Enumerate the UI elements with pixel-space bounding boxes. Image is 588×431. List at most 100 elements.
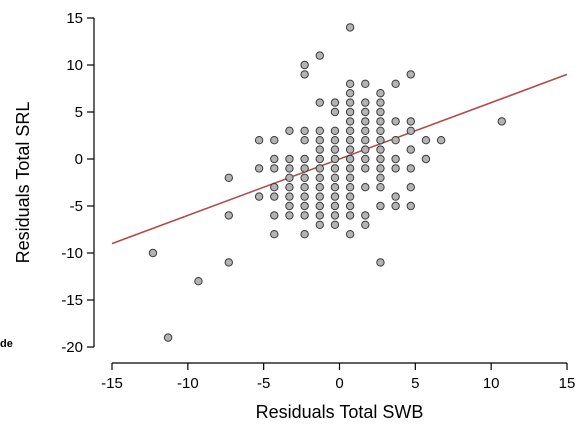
y-tick-label: 5 (75, 104, 83, 121)
data-point (270, 230, 279, 239)
data-point (497, 117, 506, 126)
data-point (361, 98, 370, 107)
data-point (376, 145, 385, 154)
data-point (345, 107, 355, 117)
axes-layer: -15 -10 -5 0 5 10 15 -20 -15 -10 -5 0 5 10 15 (61, 10, 575, 392)
data-point (330, 136, 340, 145)
data-point (345, 154, 355, 164)
data-point (315, 154, 324, 164)
data-point (391, 136, 400, 145)
y-tick-label: -20 (61, 339, 83, 356)
data-point (345, 164, 355, 173)
points-layer (148, 23, 506, 342)
data-point (406, 126, 415, 136)
data-point (285, 201, 294, 211)
data-point (254, 192, 264, 201)
data-point (330, 98, 340, 107)
y-tick-label: -5 (70, 198, 83, 215)
data-point (300, 126, 309, 136)
data-point (330, 220, 340, 230)
data-point (270, 136, 279, 145)
fit-line-layer (111, 73, 568, 245)
data-point (300, 154, 309, 164)
y-tick-label: -15 (61, 292, 83, 309)
data-point (361, 183, 370, 192)
data-point (406, 70, 415, 79)
data-point (345, 230, 355, 239)
data-point (315, 51, 324, 60)
data-point (421, 136, 431, 145)
data-point (376, 201, 385, 211)
data-point (224, 173, 233, 183)
data-point (345, 173, 355, 183)
x-tick-label: -5 (257, 375, 270, 392)
data-point (376, 173, 385, 183)
data-point (148, 248, 158, 258)
data-point (315, 211, 324, 220)
data-point (345, 145, 355, 154)
data-point (406, 201, 415, 211)
data-point (361, 117, 370, 126)
data-point (300, 230, 309, 239)
data-point (376, 107, 385, 117)
data-point (391, 154, 400, 164)
data-point (330, 211, 340, 220)
data-point (330, 145, 340, 154)
data-point (285, 211, 294, 220)
data-point (376, 98, 385, 107)
data-point (300, 164, 309, 173)
data-point (315, 201, 324, 211)
data-point (270, 211, 279, 220)
data-point (330, 126, 340, 136)
data-point (315, 220, 324, 230)
data-point (361, 164, 370, 173)
x-tick-label: -10 (177, 375, 199, 392)
data-point (391, 192, 400, 201)
data-point (315, 126, 324, 136)
data-point (254, 136, 264, 145)
data-point (345, 136, 355, 145)
data-point (345, 201, 355, 211)
data-point (361, 211, 370, 220)
data-point (345, 117, 355, 126)
data-point (270, 164, 279, 173)
data-point (345, 89, 355, 98)
cropped-edge-text: de (0, 338, 13, 350)
y-tick-label: 15 (66, 10, 83, 27)
data-point (376, 183, 385, 192)
data-point (270, 192, 279, 201)
y-tick-label: 0 (75, 151, 83, 168)
data-point (315, 98, 324, 107)
data-point (406, 145, 415, 154)
data-point (224, 211, 233, 220)
data-point (345, 98, 355, 107)
data-point (436, 136, 446, 145)
data-point (330, 183, 340, 192)
data-point (361, 154, 370, 164)
data-point (194, 277, 203, 286)
data-point (163, 333, 173, 342)
data-point (330, 107, 340, 117)
data-point (254, 164, 264, 173)
data-point (361, 145, 370, 154)
data-point (330, 192, 340, 201)
data-point (421, 154, 431, 164)
data-point (285, 126, 294, 136)
x-axis-title: Residuals Total SWB (256, 402, 424, 422)
data-point (406, 183, 415, 192)
data-point (300, 192, 309, 201)
data-point (391, 201, 400, 211)
data-point (315, 136, 324, 145)
data-point (285, 173, 294, 183)
data-point (315, 145, 324, 154)
data-point (361, 220, 370, 230)
data-point (391, 117, 400, 126)
data-point (345, 211, 355, 220)
data-point (285, 154, 294, 164)
data-point (300, 173, 309, 183)
data-point (300, 70, 309, 79)
data-point (300, 60, 309, 70)
data-point (361, 136, 370, 145)
data-point (285, 183, 294, 192)
